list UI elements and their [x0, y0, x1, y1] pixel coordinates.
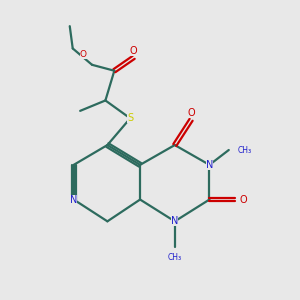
- Text: N: N: [206, 160, 213, 170]
- Text: CH₃: CH₃: [168, 253, 182, 262]
- Text: N: N: [171, 216, 178, 226]
- Text: N: N: [70, 194, 77, 205]
- Text: S: S: [127, 113, 133, 123]
- Text: O: O: [239, 194, 247, 205]
- Text: CH₃: CH₃: [238, 146, 252, 154]
- Text: O: O: [130, 46, 137, 56]
- Text: O: O: [187, 108, 195, 118]
- Text: O: O: [80, 50, 87, 59]
